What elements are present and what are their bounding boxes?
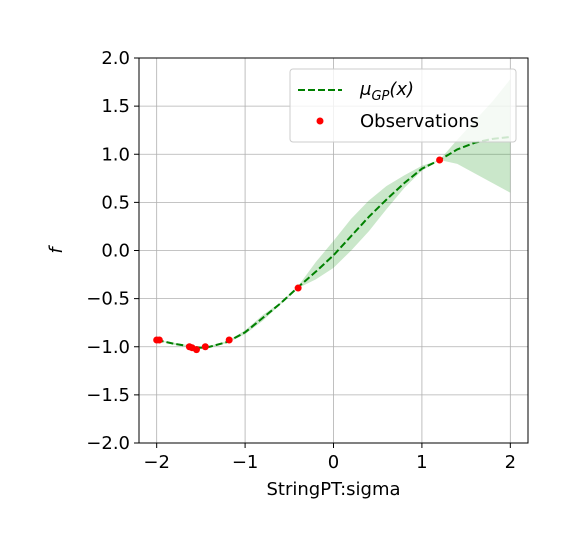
observation-point <box>155 336 163 344</box>
y-tick-label: 1.0 <box>101 144 130 165</box>
y-axis-label: f <box>46 245 67 254</box>
y-tick-label: 2.0 <box>101 48 130 69</box>
legend-observations-label: Observations <box>360 111 479 132</box>
mean-line-layer <box>156 135 511 349</box>
x-tick-label: −2 <box>143 452 170 473</box>
x-tick-label: 2 <box>505 452 516 473</box>
legend-mean-label-tail: (x) <box>389 79 414 100</box>
legend-observations-marker <box>316 117 324 125</box>
observation-point <box>294 284 302 292</box>
legend: μGP(x) Observations <box>289 68 517 143</box>
y-axis-ticks: −2.0 −1.5 −1.0 −0.5 0.0 0.5 1.0 1.5 2.0 <box>86 48 139 454</box>
x-axis-ticks: −2 −1 0 1 2 <box>143 443 516 473</box>
legend-mean-label: μGP(x) <box>359 79 414 104</box>
observation-point <box>192 346 200 354</box>
mean-line <box>156 135 511 349</box>
observations-layer <box>153 156 444 354</box>
x-tick-label: 1 <box>416 452 427 473</box>
y-tick-label: −0.5 <box>86 289 130 310</box>
y-tick-label: −1.0 <box>86 337 130 358</box>
y-tick-label: 0.5 <box>101 192 130 213</box>
y-tick-label: 0.0 <box>101 241 130 262</box>
observation-point <box>225 336 233 344</box>
x-axis-label: StringPT:sigma <box>266 479 400 500</box>
x-tick-label: 0 <box>328 452 339 473</box>
y-tick-label: −2.0 <box>86 433 130 454</box>
y-tick-label: 1.5 <box>101 96 130 117</box>
legend-mean-label-sub: GP <box>371 89 389 104</box>
legend-box <box>289 68 517 143</box>
x-tick-label: −1 <box>232 452 259 473</box>
observation-point <box>436 156 444 164</box>
observation-point <box>201 343 209 351</box>
legend-mean-label-base: μ <box>359 79 371 100</box>
y-tick-label: −1.5 <box>86 385 130 406</box>
